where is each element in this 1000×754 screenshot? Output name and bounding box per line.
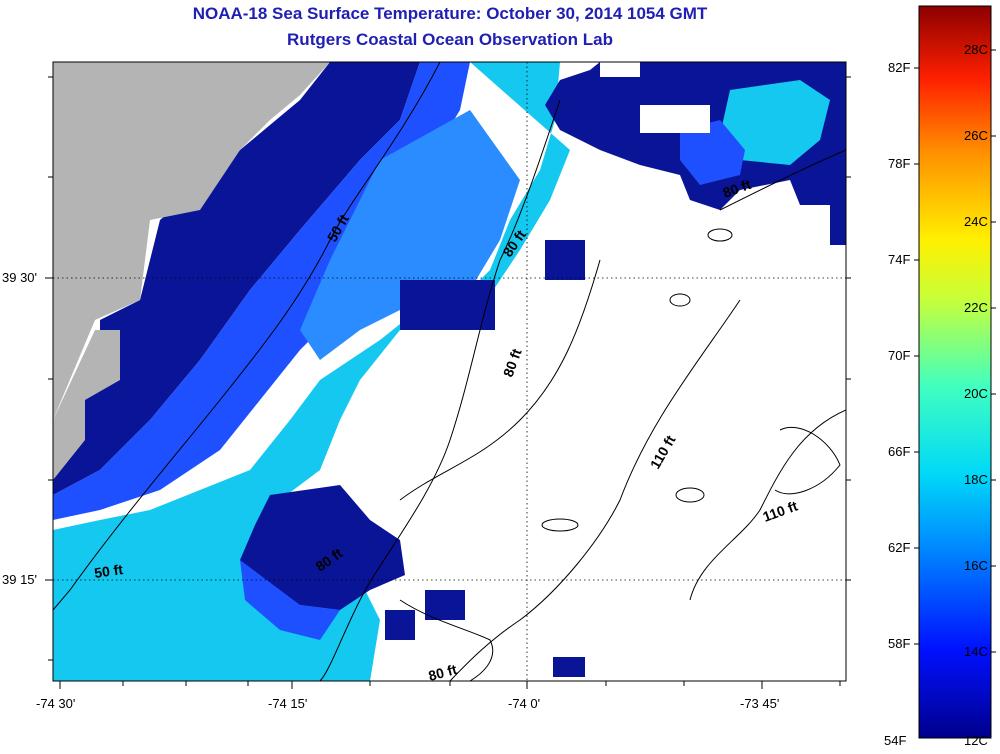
sst-northeast-blue — [680, 120, 745, 185]
sst-cyan-region — [53, 62, 570, 681]
x-tick-label: -74 0' — [508, 696, 541, 711]
colorbar-c-label: 12C — [964, 733, 988, 748]
sst-small-patch-1 — [545, 240, 585, 280]
sst-south-patch — [240, 485, 405, 610]
x-tick-label: -74 15' — [268, 696, 308, 711]
sst-mid-patch — [400, 280, 495, 330]
colorbar-f-label: 82F — [888, 60, 911, 75]
colorbar-c-label: 28C — [964, 42, 988, 57]
sst-small-patch-4 — [553, 657, 585, 677]
map-title: NOAA-18 Sea Surface Temperature: October… — [192, 4, 708, 23]
colorbar-f-label: 66F — [888, 444, 911, 459]
colorbar-c-label: 24C — [964, 214, 988, 229]
sst-mid-band — [300, 110, 520, 360]
colorbar-c-label: 22C — [964, 300, 988, 315]
x-tick-label: -73 45' — [740, 696, 780, 711]
sst-northeast-cyan — [720, 80, 830, 165]
colorbar-f-label: 58F — [888, 636, 911, 651]
land-new-jersey-cove — [53, 330, 120, 480]
contour-label: 50 ft — [93, 561, 124, 581]
colorbar — [918, 5, 992, 739]
bathymetry-contours — [53, 62, 846, 681]
sst-small-patch-2 — [425, 590, 465, 620]
sst-deep-band — [53, 62, 420, 495]
map-subtitle: Rutgers Coastal Ocean Observation Lab — [287, 30, 613, 49]
colorbar-f-label: 62F — [888, 540, 911, 555]
axis-ticks — [45, 76, 851, 689]
colorbar-c-label: 26C — [964, 128, 988, 143]
colorbar-c-label: 16C — [964, 558, 988, 573]
sst-small-patch-3 — [385, 610, 415, 640]
colorbar-c-label: 20C — [964, 386, 988, 401]
contour-label: 80 ft — [427, 661, 459, 684]
y-tick-label: 39 15' — [2, 572, 38, 587]
x-tick-label: -74 30' — [36, 696, 76, 711]
graticule — [53, 62, 846, 681]
colorbar-f-label: 54F — [884, 733, 907, 748]
colorbar-f-label: 70F — [888, 348, 911, 363]
cloud-gap-ne2 — [640, 105, 710, 133]
cloud-gap-ne1 — [600, 62, 640, 77]
sst-blue-band — [53, 62, 470, 520]
colorbar-c-label: 14C — [964, 644, 988, 659]
colorbar-ticks — [914, 49, 996, 653]
colorbar-c-label: 18C — [964, 472, 988, 487]
colorbar-f-label: 74F — [888, 252, 911, 267]
land-new-jersey — [53, 62, 330, 420]
colorbar-f-label: 78F — [888, 156, 911, 171]
y-tick-label: 39 30' — [2, 270, 38, 285]
